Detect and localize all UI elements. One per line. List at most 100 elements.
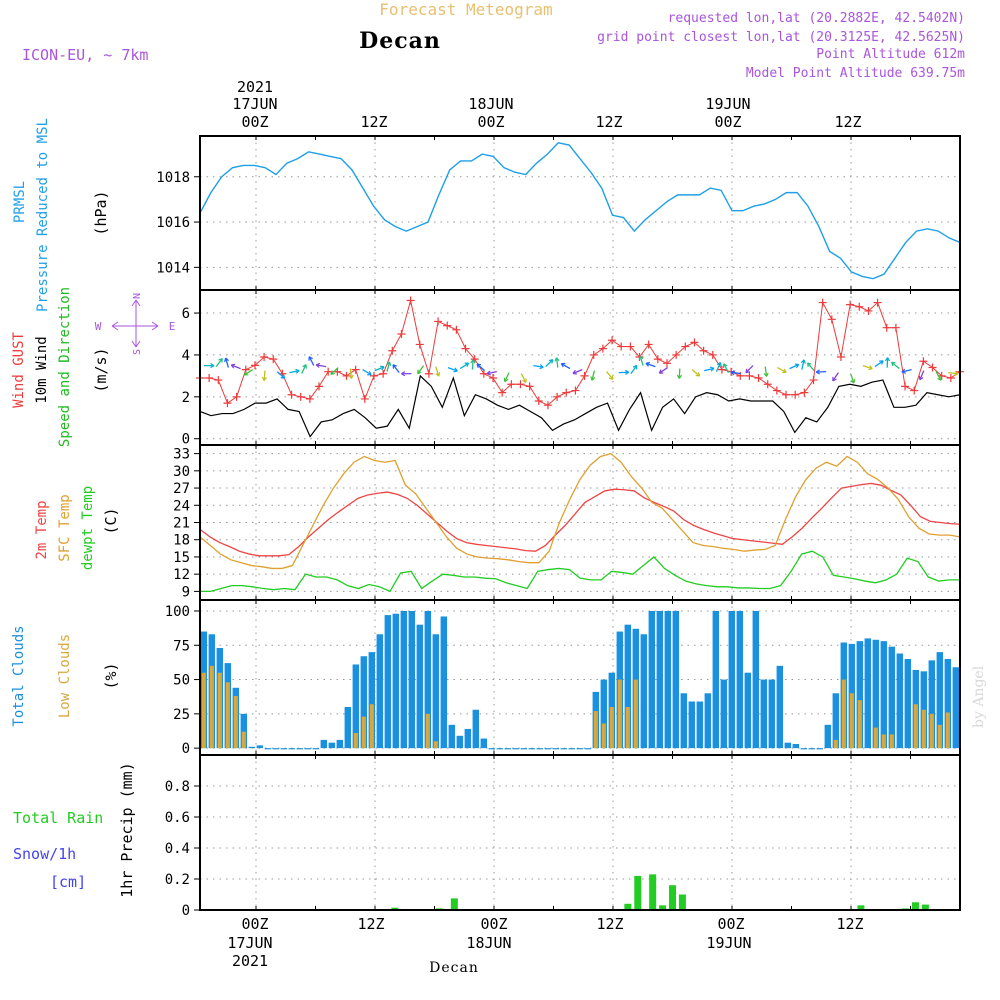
total-cloud-bar [640,634,647,749]
snow-label: Snow/1h [13,845,76,863]
gust-point [846,300,855,309]
wind-dir-arrow [849,373,855,384]
y-tick-label: 6 [182,306,190,322]
gust-point [662,359,671,368]
wind-dir-arrow-head [386,361,392,366]
gust-point [873,298,882,307]
gust-point [443,321,452,330]
y-tick-label: 0 [182,903,190,919]
total-cloud-bar [312,748,319,750]
wind-dir-arrow-head [891,361,896,367]
gust-point [296,392,305,401]
low-cloud-bar [937,724,942,749]
rain-bar [391,907,399,910]
y-tick-label: 24 [173,498,190,514]
wind-dir-arrow-head [261,376,267,381]
total-cloud-bar [944,658,951,749]
compass-arrows [111,299,159,348]
total-cloud-bar [728,610,735,749]
y-tick-label: 18 [173,533,190,549]
rain-bar [911,902,919,910]
point-altitude: Point Altitude 612m [816,47,965,62]
wind-dir-arrow-head [486,370,491,376]
bottom-tick-2: 00Z 18JUN [466,915,511,952]
wind-dir-arrow-head [315,362,321,368]
y-tick-label: 0.2 [165,872,190,888]
wind-dir-arrow-head [800,359,806,364]
total-cloud-bar [400,610,407,749]
gust-point [836,353,845,362]
total-cloud-bar [576,748,583,750]
total-cloud-bar [496,748,503,750]
wind-dir-arrow [386,361,391,372]
sfc-temp-line [199,452,961,570]
gust-point [800,388,809,397]
total-cloud-bar [352,664,359,749]
wind-dir-arrow-head [745,368,750,374]
y-tick-label: 15 [173,550,190,566]
total-cloud-bar [296,748,303,750]
gust-line [200,300,961,406]
model-altitude: Model Point Altitude 639.75m [746,66,965,81]
compass-e: E [169,320,176,333]
wind-dir-arrow-head [954,370,959,376]
supertitle: Forecast Meteogram [379,0,552,19]
compass-s: S [132,349,143,355]
bottom-hour-5: 12Z [836,915,863,933]
precip-axis-label: 1hr Precip (mm) [118,762,136,897]
bottom-tick-4: 00Z 19JUN [706,915,751,952]
wind-dir-arrow [308,356,315,366]
total-cloud-bar [520,748,527,750]
wind-dir-arrow-head [224,357,229,363]
gust-point [479,369,488,378]
total-cloud-bar [584,748,591,750]
wind10-line [199,374,961,438]
top-tick-2: 18JUN 00Z [468,95,513,131]
wind-dir-arrow-head [763,372,769,377]
pressure-labels: PRMSL Pressure Reduced to MSL (hPa) [12,118,110,312]
y-tick-label: 0.6 [165,810,190,826]
total-cloud-bar [736,610,743,749]
gust-point [772,386,781,395]
low-cloud-bar [233,696,238,749]
wind-dir-arrow-head [782,368,787,374]
wind-dir-arrow [591,370,596,381]
wind-dir-arrow-head [401,371,406,377]
wind-dir-arrow [777,367,787,374]
gust-point [260,353,269,362]
wind-dir-arrow [730,371,741,375]
y-tick-label: 0 [182,432,190,448]
y-tick-label: 27 [173,481,190,497]
y-tick-label: 12 [173,567,190,583]
wind-dir-arrow [225,357,230,368]
wind-dir-arrow [704,367,715,372]
wind-dir-arrow-head [723,363,728,368]
bottom-day-0: 17JUN [227,934,272,952]
wind-dir-arrow-head [470,359,476,364]
wind-dir-arrow [645,362,656,368]
bottom-day-2: 18JUN [466,934,511,952]
wind-dir-arrow [231,364,241,370]
wind-dir-arrow [520,373,527,383]
wind-dir-arrow [678,368,681,379]
gust-point [415,340,424,349]
precip-panel: 0 0.2 0.4 0.6 0.8 [165,754,961,919]
low-cloud-bar [593,711,598,749]
total-cloud-bar [448,724,455,749]
gust-point [205,373,214,382]
wind-dir-arrow [417,365,425,375]
gust-point [489,373,498,382]
wind-dir-arrow-head [210,363,215,369]
wind-dir-arrow [832,372,839,382]
top-day-0: 17JUN [232,95,277,113]
dewpt-line [200,550,960,593]
top-tick-4: 19JUN 00Z [705,95,750,131]
y-tick-label: 30 [173,464,190,480]
wind-dir-arrow-head [417,369,422,375]
rain-bar [624,903,632,910]
gust-point [406,296,415,305]
total-cloud-bar [760,679,767,749]
total-cloud-bar [512,748,519,750]
top-hour-0: 00Z [241,113,268,131]
